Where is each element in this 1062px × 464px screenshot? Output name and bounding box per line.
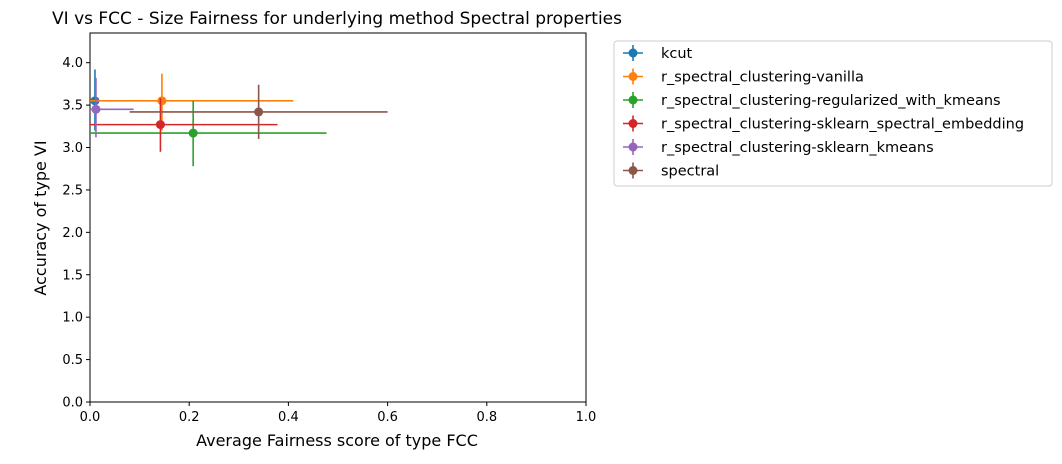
y-axis-label: Accuracy of type VI bbox=[31, 140, 50, 295]
plot-area: 0.0 0.2 0.4 0.6 0.8 1.0 0.0 0.5 1.0 1.5 2.0 2.5 3.0 3… bbox=[62, 32, 597, 425]
y-tick-label: 3.5 bbox=[62, 99, 83, 114]
y-tick-label: 0.0 bbox=[62, 396, 83, 411]
legend-entry: r_spectral_clustering-sklearn_kmeans bbox=[623, 139, 934, 156]
legend-marker bbox=[628, 72, 638, 81]
series-4 bbox=[90, 77, 134, 138]
x-tick-label: 0.4 bbox=[278, 410, 299, 425]
y-tick-label: 1.5 bbox=[62, 268, 83, 283]
y-tick-label: 3.0 bbox=[62, 141, 83, 156]
x-axis-label: Average Fairness score of type FCC bbox=[196, 431, 478, 450]
data-point bbox=[157, 96, 167, 106]
series-2 bbox=[90, 100, 327, 167]
legend-label: r_spectral_clustering-vanilla bbox=[661, 70, 864, 86]
legend-label: spectral bbox=[661, 164, 719, 180]
y-tick-label: 0.5 bbox=[62, 353, 83, 368]
data-point bbox=[188, 128, 198, 138]
legend-entry: r_spectral_clustering-regularized_with_k… bbox=[623, 92, 1001, 109]
series-3 bbox=[90, 98, 278, 152]
x-tick-label: 1.0 bbox=[576, 410, 597, 425]
legend-entry: kcut bbox=[623, 45, 693, 62]
legend-label: r_spectral_clustering-regularized_with_k… bbox=[661, 93, 1001, 109]
y-tick-label: 1.0 bbox=[62, 311, 83, 326]
x-tick-label: 0.6 bbox=[377, 410, 398, 425]
legend-label: r_spectral_clustering-sklearn_kmeans bbox=[661, 140, 934, 156]
legend-marker bbox=[628, 48, 638, 58]
y-tick-label: 2.5 bbox=[62, 183, 83, 198]
legend-entry: r_spectral_clustering-vanilla bbox=[623, 68, 864, 86]
x-tick-label: 0.2 bbox=[179, 410, 200, 425]
data-point bbox=[254, 107, 264, 117]
legend: kcut r_spectral_clustering-vanilla r_spect… bbox=[613, 40, 1053, 187]
y-tick-label: 4.0 bbox=[62, 56, 83, 71]
data-point bbox=[91, 104, 101, 114]
chart-title: VI vs FCC - Size Fairness for underlying… bbox=[52, 9, 622, 29]
data-point bbox=[155, 120, 165, 130]
series-0 bbox=[90, 69, 100, 131]
legend-marker bbox=[628, 95, 638, 105]
legend-marker bbox=[628, 142, 638, 152]
legend-entry: spectral bbox=[623, 162, 719, 180]
legend-label: kcut bbox=[661, 46, 693, 62]
plot-frame bbox=[89, 32, 587, 403]
series-1 bbox=[90, 73, 294, 131]
series-5 bbox=[129, 84, 388, 140]
legend-label: r_spectral_clustering-sklearn_spectral_e… bbox=[661, 117, 1024, 133]
legend-entry: r_spectral_clustering-sklearn_spectral_e… bbox=[623, 115, 1024, 133]
x-tick-label: 0.0 bbox=[80, 410, 101, 425]
x-tick-label: 0.8 bbox=[476, 410, 497, 425]
legend-frame bbox=[613, 40, 1053, 187]
legend-marker bbox=[628, 166, 638, 175]
legend-marker bbox=[628, 119, 638, 128]
y-tick-label: 2.0 bbox=[62, 226, 83, 241]
